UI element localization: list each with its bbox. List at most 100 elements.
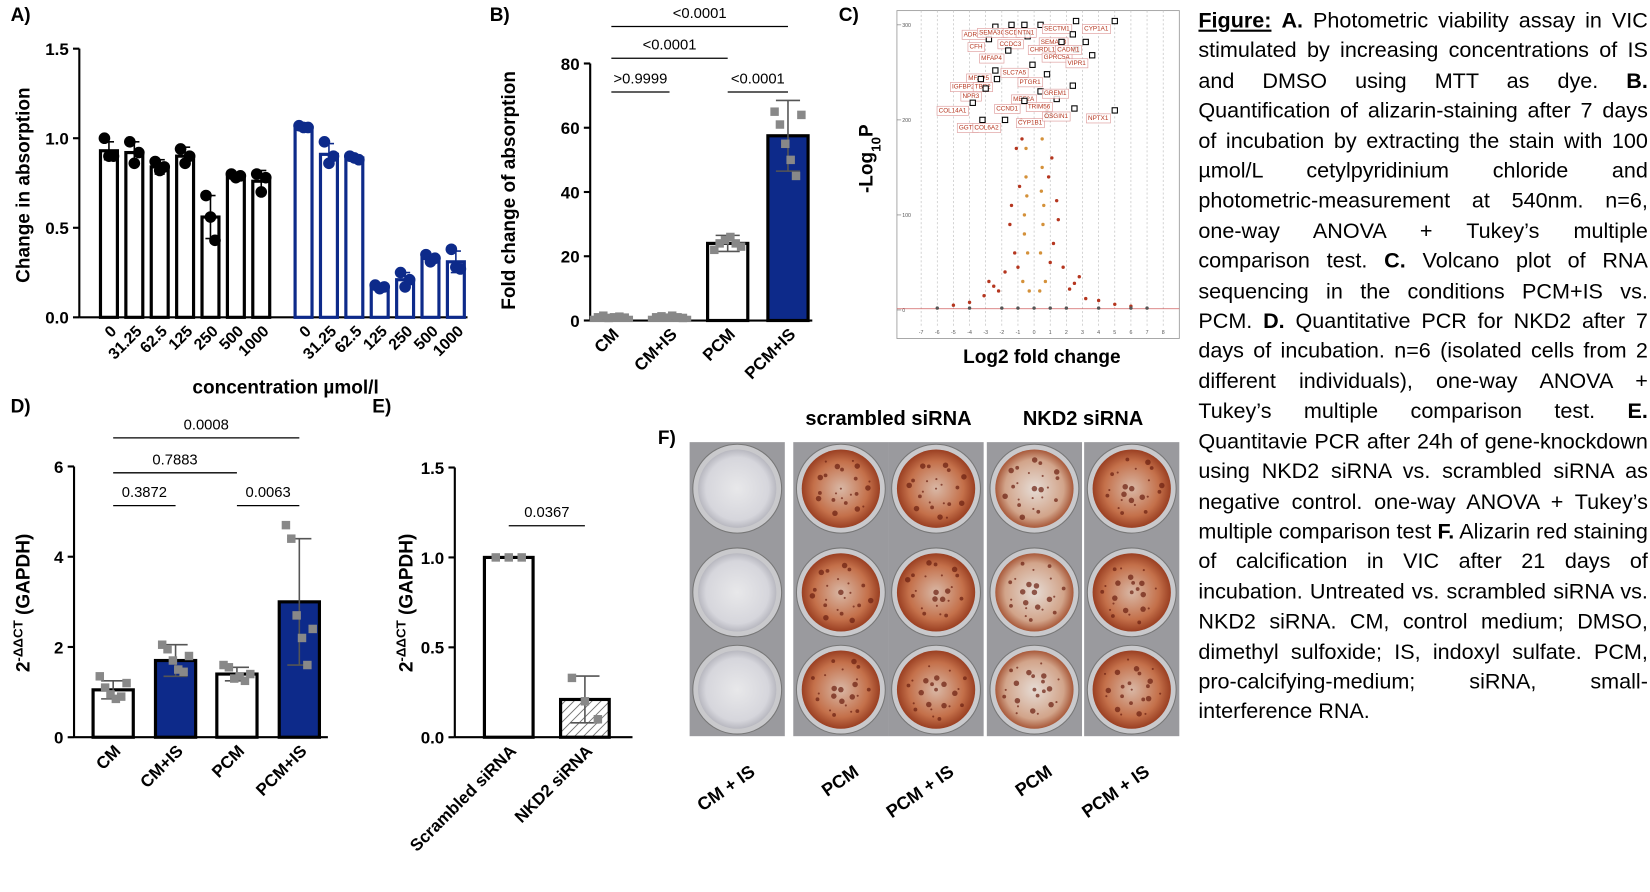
bar [225,174,246,319]
stain-speck [1041,673,1047,679]
data-point [1038,289,1042,293]
gene-label-box [1065,58,1089,69]
p-value-label: 0.0367 [524,505,569,521]
stain-speck [935,487,938,490]
gene-marker [1029,61,1036,68]
data-point [250,168,263,180]
stain-speck [1116,471,1119,474]
stain-speck [824,674,827,677]
gene-label: CYP1A1 [1084,26,1109,33]
stain-speck [924,575,927,578]
column-label: PCM + IS [883,761,958,822]
stain-speck [1026,669,1032,676]
stain-speck [1041,474,1044,478]
gene-marker [1111,107,1118,114]
stain-speck [1104,584,1107,588]
caption: Figure: A. Photometric viability assay i… [1198,6,1648,727]
data-point [1021,279,1025,284]
stain-speck [934,675,940,681]
data-point [1003,270,1007,274]
data-point [1051,241,1056,246]
x-tick-label: CM [591,325,623,357]
data-point [1077,275,1081,279]
stain-speck [1032,568,1035,571]
stain-speck [1137,671,1142,676]
gene-label: SLC7A5 [1003,69,1027,76]
x-tick-label: 2 [1065,330,1068,336]
data-point [224,663,234,672]
stain-speck [906,482,912,489]
stain-speck [947,502,952,507]
panel-label: A) [11,5,31,26]
stain-speck [828,709,832,712]
gene-marker [1082,38,1089,46]
stain-speck [815,495,822,502]
stain-speck [825,598,828,601]
data-point [454,263,467,275]
data-point [1042,203,1046,208]
gene-label: IGFBP2 [952,84,975,91]
stain-speck [959,596,964,601]
data-point [174,143,187,155]
y-axis-label-part: -ΔΔCT [393,620,408,661]
x-tick-label: Scrambled siRNA [406,741,520,855]
data-point [403,273,416,286]
stain-speck [1122,484,1128,490]
x-tick-label: 1 [1049,330,1052,336]
gene-label-box [1016,118,1045,129]
stain-speck [914,589,917,592]
stain-speck [834,492,838,495]
stain-speck [839,611,844,616]
x-tick-label: 8 [1162,330,1165,336]
panel-label: B) [490,5,510,26]
stain-speck [843,501,848,505]
data-point [1013,251,1017,255]
data-point [204,211,217,223]
stain-speck [817,474,824,481]
gene-marker [1021,21,1028,29]
data-point [678,313,688,323]
data-point [1040,137,1044,141]
gene-label-box [1082,24,1111,34]
stain-speck [1135,587,1140,591]
caption-text: B. [1626,69,1648,93]
data-point [1039,189,1044,193]
x-tick-label: PCM [208,741,248,781]
data-point [593,715,603,724]
x-tick-label: 250 [386,323,417,354]
stain-speck [838,589,844,596]
stain-speck [941,702,947,709]
stain-speck [855,678,859,681]
stain-speck [1031,497,1034,500]
stain-speck [817,692,820,695]
data-point [1016,306,1020,310]
data-point [1072,281,1077,286]
gene-label-box [1042,24,1073,34]
stain-speck [1031,457,1038,463]
stain-speck [1009,603,1013,608]
stain-speck [932,715,935,718]
gene-label: OSGIN1 [1044,113,1068,120]
y-axis-label-part: (GAPDH) [396,534,417,621]
data-point [209,234,221,247]
data-point [951,303,956,307]
column-label: PCM [818,761,862,800]
x-axis-label: Log2 fold change [963,347,1120,368]
stain-speck [918,689,924,696]
data-point [1046,175,1051,179]
p-value-label: <0.0001 [643,38,697,54]
stain-speck [1055,701,1058,704]
caption-text: Alizarin red staining of calcification i… [1198,520,1648,724]
stain-speck [815,697,820,702]
data-point [615,312,624,321]
data-point [107,150,120,162]
bar [98,149,119,319]
bar [344,156,365,319]
stain-speck [942,462,949,468]
column-label: PCM [1012,761,1056,800]
stain-speck [852,681,858,688]
stain-speck [1041,679,1045,684]
y-tick-label: 0 [902,308,905,314]
data-point [1096,298,1101,303]
stain-speck [937,514,943,520]
